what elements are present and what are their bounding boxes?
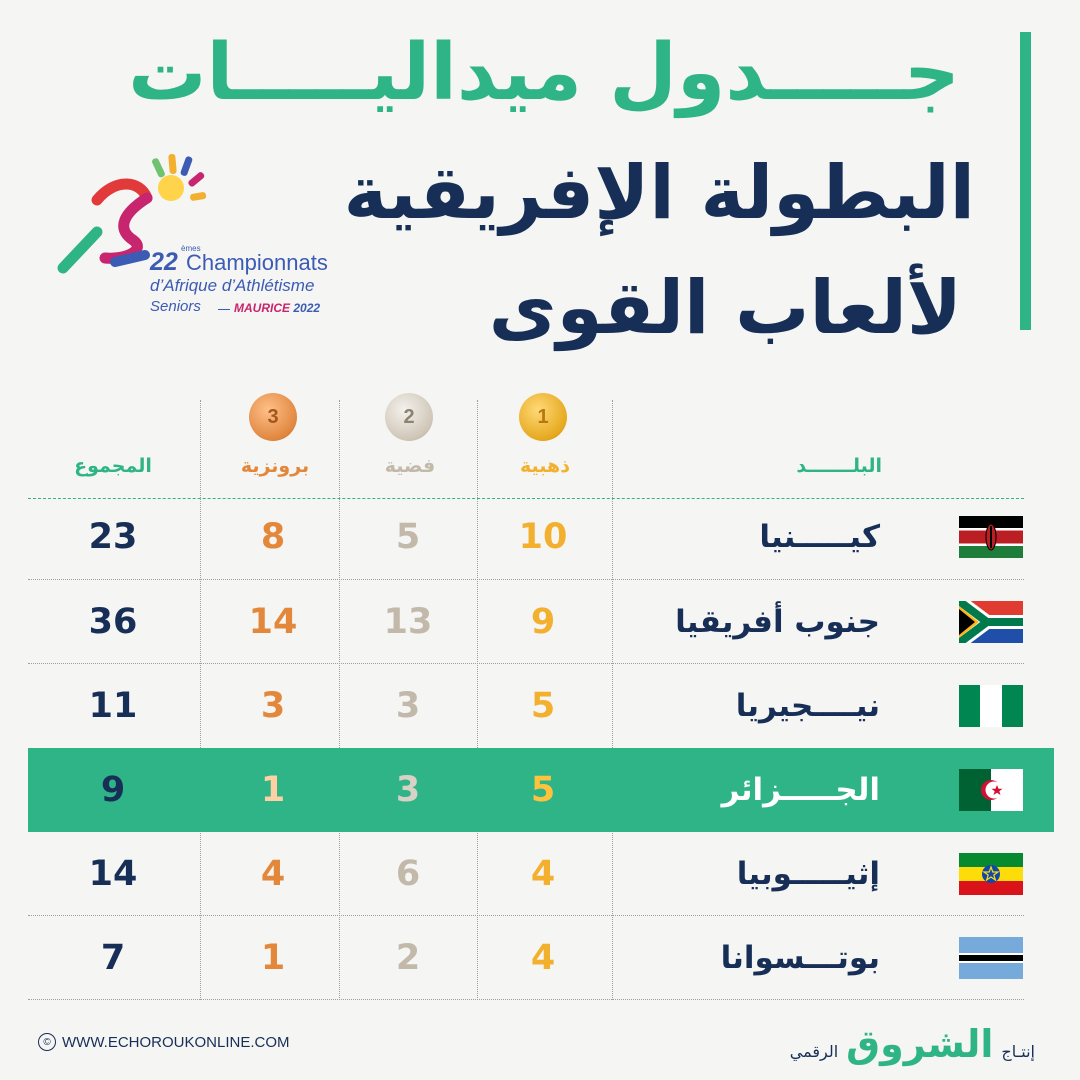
silver-cell: 13 [383, 602, 433, 642]
title-line-1: جـــــدول ميداليـــــات [128, 28, 960, 118]
silver-medal-icon: 2 [385, 393, 433, 441]
logo-line-2: d’Afrique d’Athlétisme [150, 276, 315, 295]
table-row: 36 14 13 9 جنوب أفريقيا [0, 580, 1080, 664]
column-divider [612, 400, 613, 1000]
bronze-cell: 1 [260, 770, 286, 810]
bronze-cell: 4 [260, 854, 286, 894]
digital-label: الرقمي [789, 1042, 839, 1061]
country-name: كيـــــنيا [759, 519, 880, 555]
row-divider [28, 999, 1024, 1000]
logo-year: 2022 [293, 301, 321, 315]
logo-line-3: Seniors [150, 298, 201, 315]
logo-place: MAURICE [234, 301, 290, 315]
ethiopia-flag-icon [959, 853, 1023, 895]
row-divider [28, 579, 1024, 580]
algeria-flag-icon [959, 769, 1023, 811]
logo-edition-suffix: èmes [181, 244, 201, 253]
copyright-icon: © [38, 1033, 56, 1051]
column-header-silver: فضية [384, 455, 436, 477]
gold-cell: 9 [530, 602, 556, 642]
column-divider [477, 400, 478, 1000]
title-line-2: البطولة الإفريقية [343, 150, 975, 236]
botswana-flag-icon [959, 937, 1023, 979]
table-row: 7 1 2 4 بوتـــسوانا [0, 916, 1080, 1000]
logo-line-1: Championnats [186, 250, 328, 275]
website-text: WWW.ECHOROUKONLINE.COM [62, 1033, 290, 1051]
table-row-highlighted: 9 1 3 5 الجـــــزائر [28, 748, 1054, 832]
column-header-total: المجموع [74, 455, 152, 477]
gold-cell: 4 [530, 938, 556, 978]
total-cell: 14 [88, 854, 138, 894]
logo-separator [218, 309, 230, 310]
column-divider [339, 400, 340, 1000]
brand-logo: الشروق [846, 1022, 994, 1066]
gold-medal-icon: 1 [519, 393, 567, 441]
kenya-flag-icon [959, 516, 1023, 558]
table-row: 11 3 3 5 نيــــجيريا [0, 664, 1080, 748]
logo-place-year: MAURICE 2022 [234, 301, 320, 315]
silver-cell: 3 [395, 686, 421, 726]
silver-cell: 6 [395, 854, 421, 894]
table-row: 14 4 6 4 إثيـــــوبيا [0, 832, 1080, 916]
silver-cell: 2 [395, 938, 421, 978]
silver-cell: 5 [395, 517, 421, 557]
bronze-cell: 3 [260, 686, 286, 726]
column-header-gold: ذهبية [520, 455, 570, 477]
bronze-medal-number: 3 [267, 405, 279, 428]
column-header-country: البلـــــــد [796, 455, 882, 477]
gold-cell: 4 [530, 854, 556, 894]
country-name: نيــــجيريا [735, 688, 880, 724]
logo-edition: 22 [150, 248, 178, 276]
total-cell: 11 [88, 686, 138, 726]
silver-medal-number: 2 [403, 405, 415, 428]
column-header-bronze: برونزية [240, 455, 310, 477]
country-name: الجـــــزائر [721, 772, 880, 808]
table-row: 23 8 5 10 كيـــــنيا [0, 495, 1080, 579]
total-cell: 7 [100, 938, 126, 978]
header-divider [28, 498, 1024, 499]
row-divider [28, 915, 1024, 916]
total-cell: 23 [88, 517, 138, 557]
total-cell: 9 [100, 770, 126, 810]
accent-bar [1020, 32, 1031, 330]
gold-medal-number: 1 [537, 405, 549, 428]
bronze-medal-icon: 3 [249, 393, 297, 441]
bronze-cell: 1 [260, 938, 286, 978]
gold-cell: 5 [530, 770, 556, 810]
nigeria-flag-icon [959, 685, 1023, 727]
footer-website: © WWW.ECHOROUKONLINE.COM [38, 1033, 290, 1051]
south-africa-flag-icon [959, 601, 1023, 643]
title-line-3: لألعاب القوى [488, 265, 962, 351]
footer-brand: إنتـاج الشروق الرقمي [790, 1022, 1035, 1066]
country-name: إثيـــــوبيا [736, 856, 880, 892]
silver-cell: 3 [395, 770, 421, 810]
total-cell: 36 [88, 602, 138, 642]
bronze-cell: 14 [248, 602, 298, 642]
row-divider [28, 663, 1024, 664]
gold-cell: 5 [530, 686, 556, 726]
country-name: جنوب أفريقيا [675, 604, 880, 640]
column-divider [200, 400, 201, 1000]
country-name: بوتـــسوانا [720, 940, 880, 976]
production-label: إنتـاج [1001, 1042, 1035, 1061]
bronze-cell: 8 [260, 517, 286, 557]
gold-cell: 10 [518, 517, 568, 557]
championship-logo-icon [57, 153, 207, 274]
